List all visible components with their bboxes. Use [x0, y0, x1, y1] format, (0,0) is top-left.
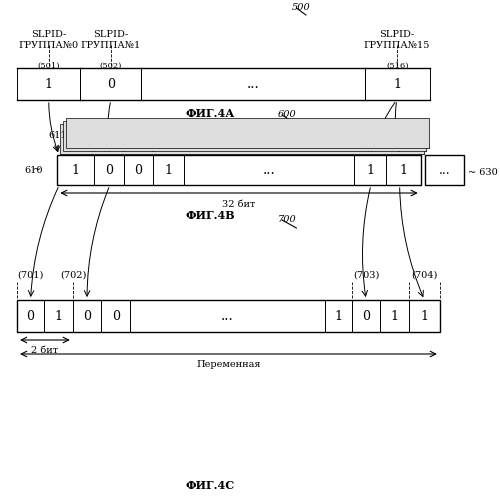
Text: 611: 611: [48, 131, 66, 140]
Text: ~: ~: [33, 166, 41, 175]
Bar: [60, 124, 424, 154]
Text: 500: 500: [292, 3, 310, 12]
Text: 1: 1: [334, 309, 342, 322]
Bar: [426, 155, 464, 185]
Text: 0: 0: [107, 77, 115, 90]
Text: 0: 0: [362, 309, 370, 322]
Text: SLPID-
ГРУППА№0: SLPID- ГРУППА№0: [18, 30, 79, 49]
Text: ...: ...: [262, 163, 275, 177]
Text: 614: 614: [144, 131, 163, 140]
Text: 0: 0: [105, 164, 113, 177]
Text: 610: 610: [24, 166, 43, 175]
Text: 0: 0: [26, 309, 34, 322]
Bar: [66, 118, 429, 148]
Text: SLPID-
ГРУППА№1: SLPID- ГРУППА№1: [81, 30, 141, 49]
Text: 2 бит: 2 бит: [32, 346, 58, 355]
Text: 1: 1: [420, 309, 428, 322]
Text: 615: 615: [359, 131, 378, 140]
Text: (702): (702): [60, 271, 87, 280]
Text: 1: 1: [391, 309, 399, 322]
Text: 600: 600: [278, 110, 296, 119]
Text: 0: 0: [83, 309, 91, 322]
Text: 616: 616: [390, 131, 409, 140]
Text: 0: 0: [134, 164, 142, 177]
Text: ФИГ.4А: ФИГ.4А: [186, 108, 235, 119]
Bar: [17, 300, 440, 332]
Text: 1: 1: [72, 164, 80, 177]
Text: (703): (703): [353, 271, 380, 280]
Text: 613: 613: [115, 131, 134, 140]
Text: Переменная: Переменная: [196, 360, 260, 369]
Text: ФИГ.4В: ФИГ.4В: [186, 210, 235, 221]
Text: 1: 1: [54, 309, 62, 322]
Bar: [63, 121, 426, 151]
Text: (502): (502): [100, 62, 122, 70]
Text: 1: 1: [394, 77, 402, 90]
Text: 1: 1: [45, 77, 53, 90]
Text: 32 бит: 32 бит: [222, 200, 256, 209]
Text: 700: 700: [278, 215, 296, 224]
Text: SLPID-
ГРУППА№15: SLPID- ГРУППА№15: [364, 30, 430, 49]
Text: (704): (704): [412, 271, 438, 280]
Text: 0: 0: [112, 309, 120, 322]
Text: (701): (701): [18, 271, 44, 280]
Text: ...: ...: [438, 164, 450, 177]
Text: 1: 1: [366, 164, 374, 177]
Text: (501): (501): [38, 62, 60, 70]
Text: 1: 1: [400, 164, 407, 177]
Text: (516): (516): [386, 62, 409, 70]
Text: ...: ...: [221, 309, 234, 323]
Text: 612: 612: [84, 131, 103, 140]
Text: ...: ...: [247, 77, 260, 91]
Text: ~ 630: ~ 630: [468, 168, 498, 177]
Text: ФИГ.4С: ФИГ.4С: [186, 480, 235, 491]
Text: 1: 1: [164, 164, 172, 177]
Bar: [58, 155, 420, 185]
